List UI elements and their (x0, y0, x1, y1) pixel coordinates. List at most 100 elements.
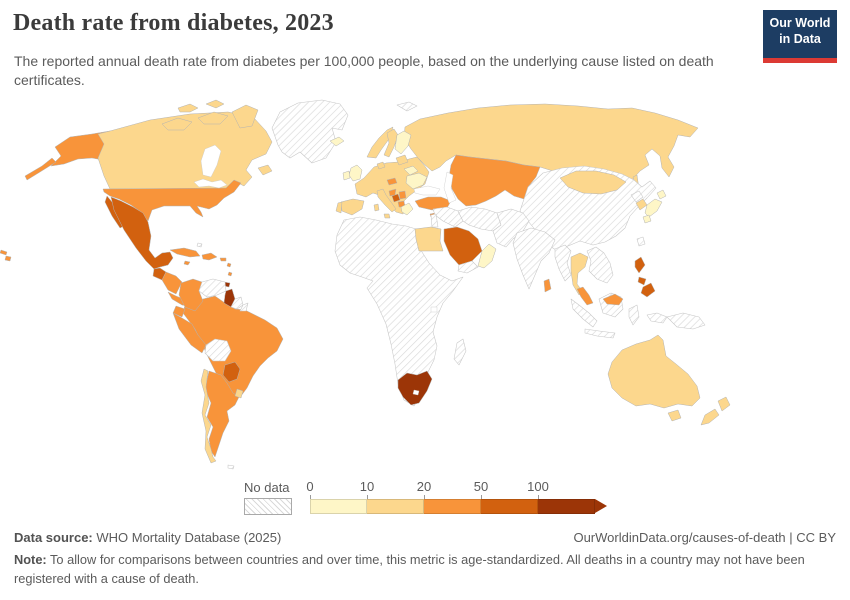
lesotho[interactable] (412, 389, 420, 396)
country-greenland[interactable] (271, 99, 349, 164)
country-serbia[interactable] (398, 190, 407, 200)
country-canada-island[interactable] (161, 117, 193, 131)
country-saudi-arabia[interactable] (443, 226, 483, 266)
country-philippines-visayas[interactable] (637, 276, 647, 286)
country-japan-honshu[interactable] (644, 198, 663, 218)
country-hispaniola[interactable] (201, 252, 218, 261)
country-sri-lanka[interactable] (543, 278, 552, 293)
country-united-states[interactable] (102, 179, 242, 222)
legend-no-data-swatch[interactable] (244, 498, 292, 515)
legend-segment-0-10[interactable] (310, 499, 367, 514)
country-bahamas[interactable] (196, 242, 203, 248)
country-yemen[interactable] (457, 260, 479, 274)
legend-segment-50-100[interactable] (481, 499, 538, 514)
country-portugal[interactable] (335, 201, 343, 214)
country-vietnam-laos-cambodia[interactable] (586, 246, 614, 284)
legend-tick-mark (424, 495, 425, 499)
country-newfoundland[interactable] (257, 164, 273, 176)
country-south-africa[interactable] (397, 370, 433, 406)
country-sicily[interactable] (383, 213, 391, 219)
country-ireland[interactable] (342, 170, 351, 181)
country-new-zealand-north[interactable] (717, 396, 731, 412)
country-philippines-luzon[interactable] (634, 256, 646, 274)
country-puerto-rico[interactable] (219, 257, 227, 262)
country-australia[interactable] (607, 334, 701, 409)
country-argentina[interactable] (204, 370, 240, 458)
legend-segment-20-50[interactable] (424, 499, 481, 514)
country-java[interactable] (584, 328, 616, 339)
country-taiwan[interactable] (636, 236, 646, 247)
country-chile[interactable] (200, 368, 217, 464)
legend-segment-10-20[interactable] (367, 499, 424, 514)
country-falklands[interactable] (227, 464, 235, 470)
footer-link[interactable]: OurWorldinData.org/causes-of-death | CC … (573, 530, 836, 545)
country-alaska-aleutians[interactable] (24, 157, 57, 181)
country-oman[interactable] (477, 243, 497, 269)
country-turkey[interactable] (414, 196, 452, 211)
country-finland[interactable] (394, 130, 412, 155)
country-philippines-mindanao[interactable] (640, 282, 656, 298)
region-baltics[interactable] (395, 154, 409, 166)
country-sumatra[interactable] (570, 298, 598, 328)
country-spain[interactable] (340, 198, 365, 216)
country-cuba[interactable] (169, 247, 201, 258)
country-iceland[interactable] (329, 136, 345, 147)
country-bosnia[interactable] (391, 193, 401, 203)
country-paraguay[interactable] (222, 361, 241, 383)
country-mexico[interactable] (110, 196, 174, 270)
country-canada-island[interactable] (177, 103, 199, 113)
country-sulawesi[interactable] (628, 304, 640, 326)
country-madagascar[interactable] (453, 338, 467, 366)
country-svalbard[interactable] (396, 101, 418, 112)
country-sardinia[interactable] (373, 203, 380, 212)
country-norway[interactable] (366, 126, 394, 159)
country-sweden[interactable] (383, 128, 399, 158)
country-hawaii[interactable] (0, 249, 8, 256)
country-suriname[interactable] (230, 296, 244, 310)
region-africa[interactable] (334, 216, 464, 407)
country-india[interactable] (512, 227, 556, 290)
country-french-guiana[interactable] (239, 302, 249, 312)
country-honduras-nicaragua[interactable] (161, 271, 183, 295)
country-ecuador[interactable] (172, 305, 186, 318)
country-belarus[interactable] (403, 165, 419, 176)
legend-segment-100plus[interactable] (538, 499, 595, 514)
country-greece[interactable] (400, 202, 414, 216)
country-thailand[interactable] (570, 252, 589, 296)
country-kazakhstan-central-asia[interactable] (448, 154, 541, 207)
owid-logo[interactable]: Our World in Data (763, 10, 837, 63)
country-canada-island[interactable] (197, 111, 229, 125)
country-ukraine[interactable] (405, 172, 428, 190)
country-lesser-antilles[interactable] (227, 271, 233, 277)
country-colombia[interactable] (178, 278, 204, 312)
country-russia[interactable] (403, 103, 699, 194)
country-jamaica[interactable] (183, 260, 191, 266)
country-japan-kyushu[interactable] (642, 214, 652, 224)
country-malaysia-east[interactable] (602, 293, 624, 306)
country-mongolia[interactable] (559, 170, 627, 195)
country-new-guinea[interactable] (666, 312, 706, 330)
country-japan-hokkaido[interactable] (656, 189, 667, 200)
country-north-korea[interactable] (630, 190, 644, 203)
country-new-zealand-south[interactable] (700, 408, 720, 426)
country-denmark[interactable] (376, 161, 386, 170)
country-israel-jordan[interactable] (430, 213, 439, 228)
country-myanmar[interactable] (554, 244, 572, 282)
country-moluccas[interactable] (646, 312, 668, 324)
country-hawaii[interactable] (4, 255, 12, 262)
country-iran[interactable] (457, 206, 502, 232)
country-bolivia[interactable] (204, 338, 232, 362)
country-canada-island[interactable] (205, 99, 225, 109)
country-czechia[interactable] (386, 177, 398, 186)
country-tasmania[interactable] (667, 409, 682, 422)
country-afghanistan-pakistan[interactable] (492, 208, 530, 248)
country-malaysia-peninsula[interactable] (576, 286, 594, 306)
country-egypt[interactable] (414, 226, 444, 252)
country-uruguay[interactable] (234, 388, 244, 399)
country-canada-island[interactable] (231, 104, 259, 129)
country-venezuela[interactable] (198, 278, 227, 298)
country-lesser-antilles[interactable] (226, 262, 232, 268)
country-united-kingdom[interactable] (348, 164, 363, 182)
country-italy[interactable] (376, 188, 397, 213)
